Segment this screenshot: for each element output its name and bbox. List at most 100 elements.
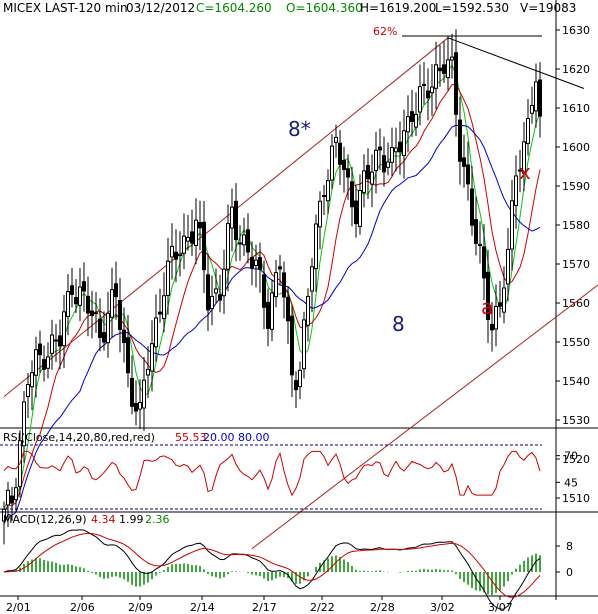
y-tick-label: 1610 [562, 102, 590, 115]
x-tick-label: 2/28 [370, 601, 395, 614]
rsi-line [3, 450, 541, 497]
candle [158, 288, 162, 323]
x-axis-labels: 2/01 2/06 2/09 2/14 2/17 2/22 2/28 3/02 3/07 [6, 596, 513, 614]
candle [46, 342, 50, 379]
rsi-title: RSI(Close,14,20,80,red,red) [3, 431, 155, 444]
channel-line [3, 37, 449, 397]
rsi-value: 55.53 [175, 431, 207, 444]
candle [74, 279, 78, 313]
candle [130, 355, 134, 415]
x-tick-label: 2/22 [310, 601, 335, 614]
wave-label-8: 8 [392, 312, 405, 336]
candle [282, 261, 286, 319]
candle [462, 134, 466, 188]
candle [54, 324, 58, 363]
low-label: L=1592.530 [435, 1, 509, 15]
close-label: C=1604.260 [196, 1, 272, 15]
candle [442, 41, 446, 83]
rsi-tick-label: 70 [564, 450, 578, 463]
candle [370, 154, 374, 208]
channel-line [447, 37, 585, 89]
candle [530, 86, 534, 124]
candle [406, 95, 410, 153]
candle [86, 276, 90, 337]
x-tick-label: 2/01 [6, 601, 31, 614]
candle [258, 242, 262, 293]
candle [502, 266, 506, 324]
candle [322, 184, 326, 215]
candle [458, 96, 462, 185]
candle [14, 477, 18, 512]
candle [274, 260, 278, 308]
wave-label-x: x [519, 160, 531, 184]
candle [434, 41, 438, 110]
candle [182, 213, 186, 270]
candle [246, 213, 250, 264]
channel-line [251, 284, 598, 550]
candle [306, 288, 310, 342]
candle [358, 174, 362, 235]
candle [134, 380, 138, 426]
y-tick-label: 1560 [562, 297, 590, 310]
candle [534, 63, 538, 128]
candle [454, 29, 458, 137]
macd-signal-value: 1.99 [119, 513, 144, 526]
macd-line [3, 529, 541, 610]
candle [34, 336, 38, 398]
candle [382, 136, 386, 187]
candle [206, 253, 210, 332]
candle [294, 371, 298, 409]
candle [162, 272, 166, 333]
candle [330, 134, 334, 190]
candle [438, 45, 442, 87]
wave-label-8-star: 8* [288, 117, 311, 141]
candle [170, 223, 174, 280]
candle [154, 294, 158, 363]
candle [418, 64, 422, 126]
candle [538, 62, 542, 138]
candle [374, 132, 378, 194]
candle [314, 214, 318, 292]
candle [238, 225, 242, 261]
candle [506, 228, 510, 302]
y-tick-label: 1540 [562, 375, 590, 388]
candle [78, 268, 82, 322]
candle [394, 127, 398, 172]
candle [186, 215, 190, 251]
candle [342, 146, 346, 193]
candle [6, 481, 10, 527]
candle [250, 241, 254, 286]
candle [122, 307, 126, 363]
candle [386, 142, 390, 176]
candle [302, 311, 306, 379]
date-label: 03/12/2012 [126, 1, 195, 15]
rsi-low-level: 20.00 [203, 431, 235, 444]
y-tick-label: 1520 [562, 453, 590, 466]
candle [102, 311, 106, 351]
y-tick-label: 1550 [562, 336, 590, 349]
macd-tick-label: 8 [566, 540, 573, 553]
candle [354, 185, 358, 238]
candle [498, 280, 502, 318]
candle [2, 501, 6, 545]
candle [466, 141, 470, 201]
candle [494, 284, 498, 347]
candle [362, 154, 366, 208]
candle [366, 148, 370, 199]
candle [110, 267, 114, 338]
y-tick-label: 1570 [562, 258, 590, 271]
candle [26, 372, 30, 419]
macd-histogram [7, 553, 541, 595]
rsi-panel: RSI(Close,14,20,80,red,red) 55.53 20.00 … [0, 431, 598, 513]
rsi-tick-label: 45 [564, 476, 578, 489]
macd-panel: MACD(12,26,9) 4.34 1.99 2.36 08 [0, 513, 598, 610]
candle [62, 294, 66, 369]
candle [350, 166, 354, 227]
candle [346, 154, 350, 200]
candle [234, 183, 238, 262]
rsi-y-axis: 45 70 [556, 450, 578, 489]
candle [470, 165, 474, 236]
candle [82, 262, 86, 312]
candle [410, 89, 414, 137]
